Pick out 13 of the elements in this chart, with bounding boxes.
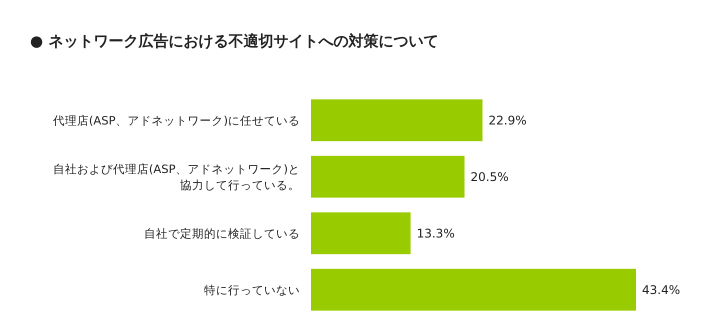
y-tick-label: 自社および代理店(ASP、アドネットワーク)と協力して行っている。	[52, 162, 300, 192]
bar	[311, 156, 465, 198]
bar	[311, 268, 636, 311]
y-tick-label: 自社で定期的に検証している	[144, 226, 300, 240]
y-tick-label: 特に行っていない	[204, 282, 300, 297]
data-label: 20.5%	[470, 170, 509, 184]
chart-title: ● ネットワーク広告における不適切サイトへの対策について	[30, 32, 438, 50]
data-label: 22.9%	[488, 113, 527, 128]
bar	[311, 212, 411, 254]
data-label: 43.4%	[642, 282, 680, 297]
bar	[311, 99, 482, 142]
data-label: 13.3%	[416, 226, 455, 240]
y-tick-label: 代理店(ASP、アドネットワーク)に任せている	[52, 113, 300, 128]
